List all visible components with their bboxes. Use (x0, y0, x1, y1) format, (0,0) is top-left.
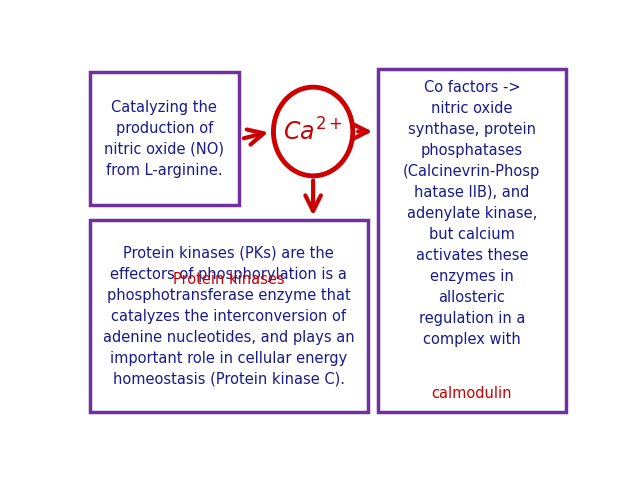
Text: $\mathit{Ca}^{2+}$: $\mathit{Ca}^{2+}$ (283, 118, 343, 145)
Text: calmodulin: calmodulin (431, 386, 512, 401)
FancyBboxPatch shape (90, 72, 239, 205)
FancyBboxPatch shape (90, 220, 368, 412)
Ellipse shape (273, 87, 353, 176)
Text: Protein kinases: Protein kinases (173, 273, 285, 288)
Text: Catalyzing the
production of
nitric oxide (NO)
from L-arginine.: Catalyzing the production of nitric oxid… (104, 100, 225, 178)
FancyBboxPatch shape (378, 69, 566, 412)
Text: Protein kinases (PKs) are the
effectors of phosphorylation is a
phosphotransfera: Protein kinases (PKs) are the effectors … (103, 246, 355, 387)
Text: Co factors ->
nitric oxide
synthase, protein
phosphatases
(Calcinevrin-Phosp
hat: Co factors -> nitric oxide synthase, pro… (403, 80, 540, 347)
